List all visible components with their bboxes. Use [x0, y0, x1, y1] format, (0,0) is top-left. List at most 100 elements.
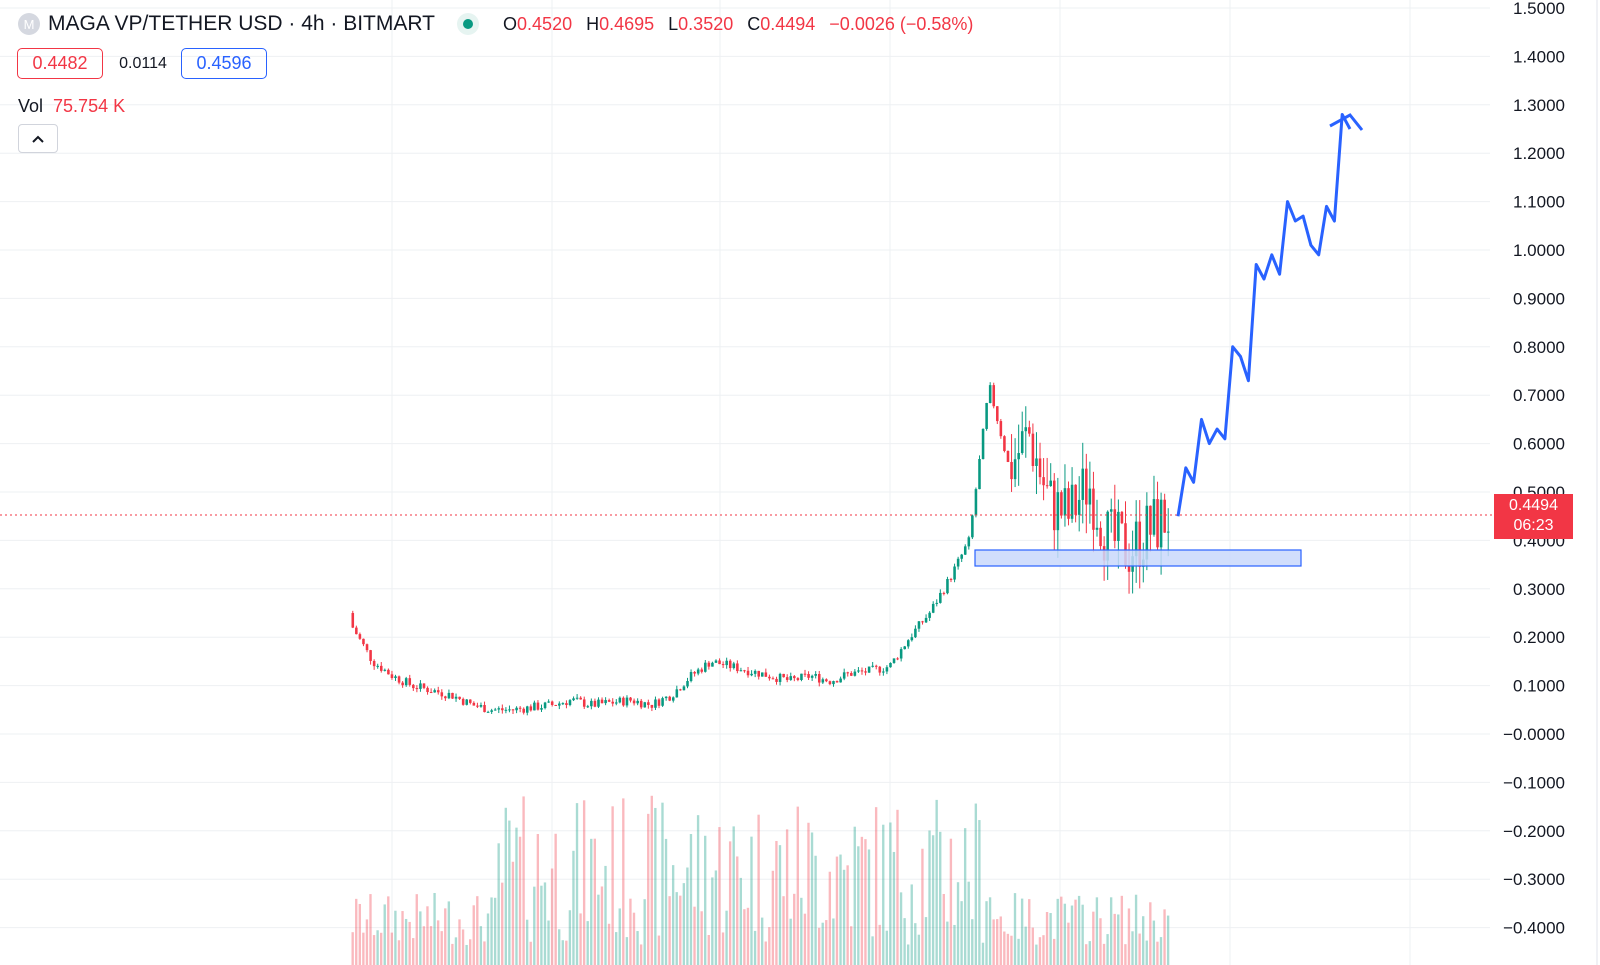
candle-body — [764, 672, 768, 677]
volume-bar — [1042, 935, 1045, 965]
candle-body — [1067, 488, 1070, 519]
volume-bar — [953, 924, 956, 965]
price-axis-tick-label: 1.0000 — [1513, 241, 1565, 260]
candle-body — [771, 678, 775, 680]
volume-bar — [871, 936, 874, 965]
sell-price-button[interactable]: 0.4482 — [17, 48, 103, 79]
candle-body — [401, 682, 404, 686]
candle-body — [668, 696, 671, 701]
volume-bar — [885, 930, 888, 965]
volume-bar — [839, 854, 842, 965]
volume-bar — [1013, 893, 1017, 965]
volume-bar — [454, 937, 458, 965]
volume-bar — [825, 920, 828, 965]
candle-body — [1038, 458, 1042, 478]
volume-bar — [572, 850, 575, 965]
candle-body — [511, 709, 515, 711]
volume-bar — [365, 919, 369, 965]
volume-bar — [1124, 944, 1127, 965]
volume-bar — [522, 796, 525, 965]
volume-bar — [931, 835, 935, 965]
candle-body — [846, 672, 850, 674]
candle-body — [1063, 488, 1067, 516]
price-axis-tick-label: 0.7000 — [1513, 386, 1565, 405]
candle-body — [536, 702, 540, 710]
candle-body — [999, 421, 1003, 437]
candle-body — [679, 689, 682, 691]
volume-bar — [704, 835, 707, 965]
volume-bar — [718, 827, 721, 965]
volume-bar — [465, 944, 468, 965]
volume-bar — [1138, 933, 1141, 965]
candle-body — [828, 681, 832, 685]
candle-body — [465, 699, 469, 705]
candle-body — [839, 678, 842, 683]
candle-body — [739, 670, 743, 672]
volume-bar — [728, 841, 732, 965]
candle-body — [558, 703, 561, 706]
candle-body — [835, 681, 839, 683]
symbol-logo[interactable]: M — [18, 13, 40, 35]
candle-body — [664, 696, 668, 699]
candle-body — [1109, 509, 1113, 512]
volume-bar — [992, 919, 995, 965]
candle-body — [1099, 527, 1102, 547]
candle-body — [379, 665, 383, 671]
volume-bar — [1109, 897, 1113, 965]
support-zone[interactable] — [974, 549, 1302, 567]
volume-bar — [355, 898, 358, 965]
volume-bar — [1024, 926, 1027, 965]
volume-bar — [1127, 908, 1131, 965]
volume-bar — [910, 884, 913, 965]
symbol-title[interactable]: MAGA VP/TETHER USD · 4h · BITMART — [48, 12, 436, 35]
candle-body — [867, 666, 871, 673]
candle-body — [1028, 427, 1031, 434]
candle-body — [490, 710, 493, 712]
volume-bar — [700, 911, 703, 965]
volume-bar — [565, 940, 568, 965]
candle-body — [618, 697, 622, 703]
candle-body — [1113, 509, 1117, 541]
volume-bar — [604, 865, 607, 965]
candle-body — [515, 707, 518, 711]
candle-body — [864, 671, 867, 673]
candle-body — [725, 660, 728, 666]
volume-bar — [412, 938, 415, 965]
volume-bar — [444, 908, 447, 965]
candle-body — [518, 707, 522, 709]
volume-bar — [828, 871, 832, 965]
volume-bar — [533, 886, 536, 965]
volume-bar — [397, 940, 401, 965]
price-axis-tick-label: 0.1000 — [1513, 677, 1565, 696]
candle-body — [807, 674, 810, 678]
volume-bar — [529, 941, 532, 965]
candle-body — [1138, 521, 1142, 567]
collapse-legend-button[interactable] — [18, 124, 58, 153]
volume-bar — [949, 838, 953, 965]
volume-bar — [639, 944, 643, 965]
candle-body — [397, 676, 401, 683]
volume-bar — [707, 934, 710, 965]
candle-body — [1095, 527, 1099, 530]
volume-bar — [622, 798, 625, 965]
market-status-icon[interactable] — [457, 13, 480, 35]
volume-bar — [582, 800, 586, 965]
candle-body — [967, 537, 971, 547]
candle-body — [387, 669, 390, 675]
candle-body — [654, 699, 657, 708]
candle-body — [529, 706, 533, 711]
candle-body — [408, 678, 412, 685]
candle-body — [661, 698, 664, 706]
volume-bars — [351, 795, 1170, 965]
projection-arrow[interactable] — [1176, 113, 1352, 517]
candle-body — [1159, 499, 1163, 548]
candle-body — [825, 679, 828, 682]
candle-body — [992, 385, 996, 407]
volume-bar — [426, 906, 429, 965]
candle-body — [874, 665, 878, 667]
candle-body — [906, 640, 910, 647]
buy-price-button[interactable]: 0.4596 — [181, 48, 267, 79]
candle-body — [686, 681, 689, 687]
price-axis: 1.5000 1.4000 1.3000 1.2000 1.1000 1.0000 0.90… — [1503, 0, 1565, 938]
